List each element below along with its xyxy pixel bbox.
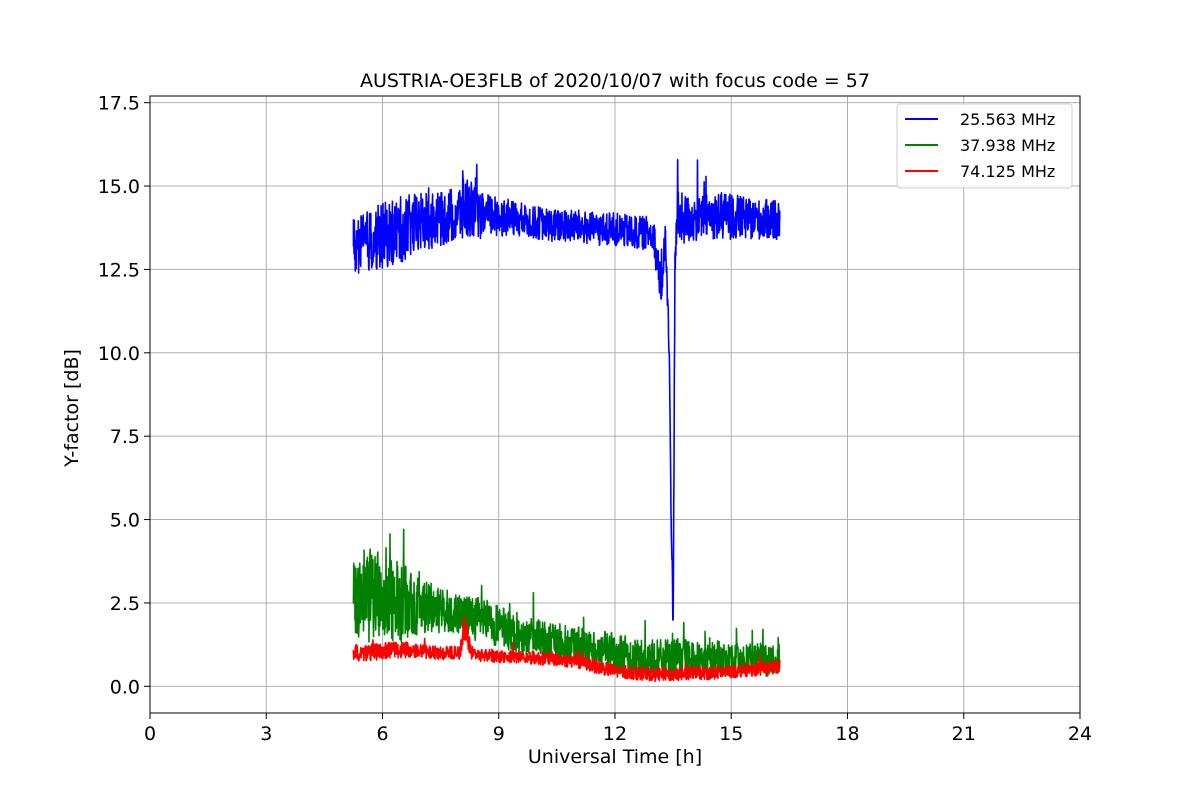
x-axis-ticks: 0 3 6 9 12 15 18 21 24 [144,713,1092,745]
x-tick-label: 3 [260,723,272,745]
y-axis-ticks: 0.0 2.5 5.0 7.5 10.0 12.5 15.0 17.5 [98,93,150,698]
legend-label: 37.938 MHz [960,136,1055,155]
x-tick-label: 18 [835,723,859,745]
chart-title: AUSTRIA-OE3FLB of 2020/10/07 with focus … [360,70,870,92]
series-line-2 [352,615,781,683]
series-layer [352,158,781,683]
y-tick-label: 2.5 [110,593,140,615]
x-axis-label: Universal Time [h] [528,746,702,768]
series-line-0 [352,158,781,621]
y-tick-label: 15.0 [98,176,140,198]
legend: 25.563 MHz 37.938 MHz 74.125 MHz [896,103,1073,189]
x-tick-label: 6 [376,723,388,745]
legend-label: 74.125 MHz [960,162,1055,181]
x-tick-label: 21 [952,723,976,745]
legend-label: 25.563 MHz [960,110,1055,129]
y-tick-label: 12.5 [98,259,140,281]
x-tick-label: 9 [493,723,505,745]
y-tick-label: 0.0 [110,676,140,698]
y-tick-label: 17.5 [98,93,140,115]
legend-box [896,103,1073,189]
x-tick-label: 0 [144,723,156,745]
y-tick-label: 5.0 [110,510,140,532]
series-line-1 [352,528,781,681]
y-axis-label: Y-factor [dB] [61,349,83,468]
y-tick-label: 7.5 [110,426,140,448]
y-tick-label: 10.0 [98,343,140,365]
x-tick-label: 12 [603,723,627,745]
x-tick-label: 24 [1068,723,1092,745]
x-tick-label: 15 [719,723,743,745]
